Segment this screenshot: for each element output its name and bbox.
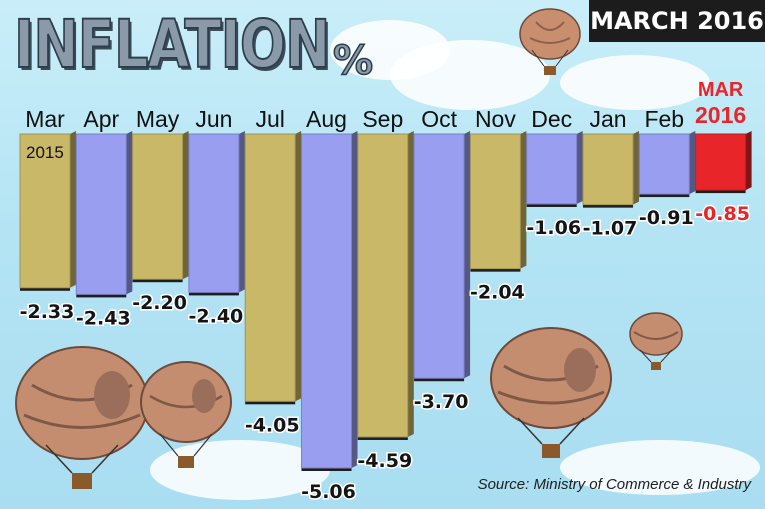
hot-air-balloon-icon bbox=[140, 361, 232, 468]
bar bbox=[188, 133, 240, 293]
title-unit: % bbox=[332, 37, 374, 85]
value-label: -0.91 bbox=[639, 207, 694, 229]
value-label: -3.70 bbox=[414, 391, 469, 413]
chart-title: INFLATION bbox=[13, 5, 331, 84]
category-label: Jun bbox=[195, 106, 232, 132]
bar bbox=[469, 133, 521, 270]
bar bbox=[582, 133, 634, 206]
cloud bbox=[560, 55, 710, 110]
category-label: Nov bbox=[475, 106, 516, 132]
bar bbox=[413, 133, 465, 379]
value-label: -0.85 bbox=[695, 203, 750, 225]
bar bbox=[695, 133, 747, 191]
date-banner: MARCH 2016 bbox=[589, 0, 765, 42]
category-label: Feb bbox=[644, 106, 684, 132]
category-label: Dec bbox=[531, 106, 572, 132]
bar-shadow bbox=[245, 400, 296, 405]
bar bbox=[357, 133, 409, 438]
hot-air-balloon-icon bbox=[490, 327, 612, 458]
category-label: Aug bbox=[306, 106, 347, 132]
value-label: -2.04 bbox=[470, 282, 525, 304]
hot-air-balloon-icon bbox=[519, 8, 581, 75]
category-label: Jan bbox=[589, 106, 626, 132]
bar-side bbox=[126, 131, 133, 295]
value-label: -1.07 bbox=[583, 218, 638, 240]
bar-shadow bbox=[20, 286, 70, 291]
bar-shadow bbox=[301, 467, 352, 471]
bar-side bbox=[70, 131, 76, 288]
hot-air-balloon-icon bbox=[629, 312, 683, 370]
value-label: -4.59 bbox=[357, 450, 412, 472]
bar-side bbox=[745, 131, 752, 191]
bar-side bbox=[520, 131, 527, 269]
bar-side bbox=[295, 131, 302, 402]
bar bbox=[638, 133, 690, 195]
bar-side bbox=[407, 131, 414, 437]
bar-shadow bbox=[695, 189, 746, 194]
category-label: Apr bbox=[83, 106, 119, 132]
bar bbox=[244, 133, 296, 402]
category-label: MAR bbox=[698, 79, 744, 101]
category-sublabel: 2015 bbox=[26, 143, 64, 162]
bar-shadow bbox=[188, 291, 239, 296]
bar-side bbox=[238, 131, 245, 293]
source-note: Source: Ministry of Commerce & Industry bbox=[477, 476, 751, 493]
bar-shadow bbox=[357, 435, 408, 440]
bar-shadow bbox=[132, 278, 183, 283]
cloud bbox=[390, 40, 550, 110]
category-label: Sep bbox=[362, 106, 403, 132]
bar-shadow bbox=[526, 202, 577, 207]
bar bbox=[132, 133, 184, 280]
bar bbox=[19, 133, 71, 289]
bar bbox=[301, 133, 352, 469]
value-label: -2.33 bbox=[20, 301, 75, 323]
bar-side bbox=[182, 131, 189, 280]
bar-side bbox=[689, 131, 696, 195]
bar-shadow bbox=[639, 193, 690, 198]
category-label: Jul bbox=[255, 106, 284, 132]
bar bbox=[526, 133, 578, 205]
category-label: Oct bbox=[421, 106, 457, 132]
value-label: -4.05 bbox=[245, 414, 300, 436]
bar-side bbox=[576, 131, 583, 204]
value-label: -2.43 bbox=[76, 307, 131, 329]
bar-side bbox=[633, 131, 639, 205]
category-year-label: 2016 bbox=[695, 102, 746, 128]
bar-shadow bbox=[76, 293, 127, 298]
bar-shadow bbox=[583, 203, 633, 208]
value-label: -1.06 bbox=[526, 217, 581, 239]
bar-side bbox=[351, 131, 358, 468]
value-label: -2.20 bbox=[132, 292, 187, 314]
bar-side bbox=[464, 131, 471, 379]
category-label: May bbox=[136, 106, 180, 132]
cloud bbox=[560, 440, 760, 495]
bar bbox=[75, 133, 127, 295]
category-label: Mar bbox=[25, 106, 65, 132]
bar-shadow bbox=[414, 377, 465, 382]
bar-shadow bbox=[470, 267, 521, 272]
cloud bbox=[150, 440, 330, 500]
value-label: -2.40 bbox=[189, 305, 244, 327]
value-label: -5.06 bbox=[301, 481, 356, 503]
hot-air-balloon-icon bbox=[15, 346, 149, 489]
